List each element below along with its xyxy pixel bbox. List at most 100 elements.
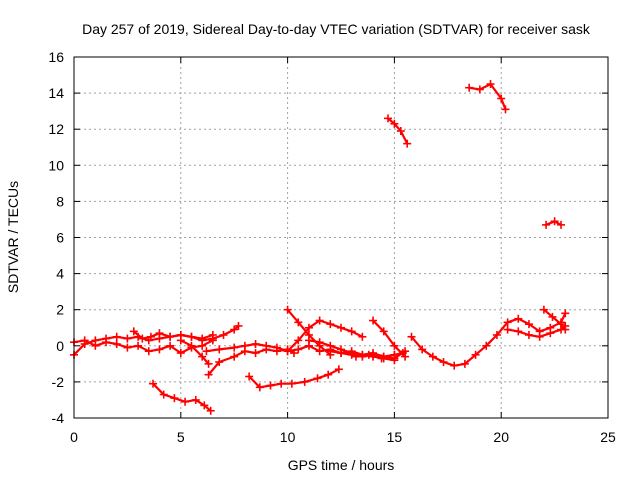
data-point [102,338,111,347]
data-point [187,332,196,341]
y-tick-label: 12 [48,121,64,137]
x-tick-label: 0 [70,429,78,445]
data-point [471,350,480,359]
data-point [134,332,143,341]
data-tracks [72,82,567,412]
data-point [486,80,495,89]
data-point [204,370,213,379]
data-point [501,105,510,114]
data-point [144,347,153,356]
data-point [234,321,243,330]
x-axis-label: GPS time / hours [288,457,395,473]
data-point [283,305,292,314]
data-point [219,330,228,339]
data-point [80,336,89,345]
data-point [548,312,557,321]
data-point [149,379,158,388]
data-point [202,347,211,356]
data-point [304,323,313,332]
data-point [170,394,179,403]
data-point [390,341,399,350]
data-point [215,345,224,354]
x-tick-label: 20 [493,429,509,445]
x-tick-label: 25 [600,429,616,445]
series-track-arc-8 [248,368,340,389]
data-point [266,381,275,390]
data-point [166,332,175,341]
data-point [294,336,303,345]
data-point [450,361,459,370]
data-point [337,323,345,332]
data-point [358,332,367,341]
y-tick-label: -2 [52,374,65,390]
data-point [383,114,392,123]
data-point [251,339,260,348]
grid-lines [74,57,608,418]
axis-ticks: 0 5 10 15 20 25 -4 -2 0 2 4 6 8 10 12 14 16 [48,49,616,445]
series-track-arc-17 [468,82,507,111]
data-point [351,352,360,361]
data-point [166,341,175,350]
data-point [91,341,100,350]
data-point [347,327,356,336]
data-point [396,127,405,136]
data-point [557,320,566,329]
y-tick-label: -4 [52,410,65,426]
data-point [497,94,506,103]
data-point [146,332,155,341]
data-point [407,332,416,341]
data-point [176,336,185,345]
data-point [364,350,373,359]
data-point [240,347,249,356]
y-tick-label: 2 [56,302,64,318]
data-point [377,354,386,363]
data-point [304,336,313,345]
data-point [390,119,399,128]
data-point [272,347,281,356]
data-point [460,359,469,368]
data-point [475,85,484,94]
data-point [390,350,399,359]
data-point [334,365,343,374]
data-point [294,345,303,354]
data-point [294,318,303,327]
data-point [369,316,378,325]
data-point [123,334,132,343]
x-tick-label: 15 [387,429,403,445]
data-point [208,334,217,343]
data-point [347,350,356,359]
data-point [503,318,512,327]
data-point [277,379,286,388]
x-tick-label: 10 [280,429,296,445]
data-point [403,139,412,148]
data-point [546,329,555,338]
data-point [492,330,501,339]
data-point [155,329,164,338]
data-point [524,330,533,339]
data-point [198,352,207,361]
data-point [535,332,544,341]
data-point [503,325,512,334]
data-point [313,374,322,383]
data-point [198,336,207,345]
y-tick-label: 10 [48,157,64,173]
data-point [561,309,570,318]
data-point [557,220,566,229]
data-point [401,352,410,361]
data-point [181,397,190,406]
y-tick-label: 14 [48,85,64,101]
data-point [290,349,299,358]
series-track-arc-4 [151,382,212,412]
data-point [215,358,224,367]
y-tick-label: 0 [56,338,64,354]
data-point [155,345,164,354]
data-point [524,320,533,329]
data-point [262,345,271,354]
data-point [230,325,239,334]
data-point [112,332,121,341]
data-point [129,327,138,336]
y-tick-label: 8 [56,193,64,209]
series-track-arc-15 [386,117,409,145]
data-point [200,401,209,410]
